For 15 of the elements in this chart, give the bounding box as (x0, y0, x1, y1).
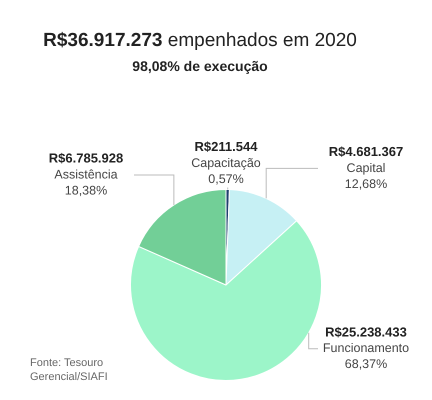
data-label: R$25.238.433 (325, 324, 407, 340)
chart-title: R$36.917.273 empenhados em 2020 (42, 30, 358, 52)
chart-subtitle: 98,08% de execução (131, 58, 269, 74)
text: 18,38% (64, 183, 108, 198)
data-label: R$6.785.928 (48, 150, 124, 166)
data-label: R$4.681.367 (328, 144, 404, 159)
text: 12,68% (344, 176, 388, 191)
slice-label: Capital (346, 160, 386, 175)
slice-label: Capacitação (191, 156, 261, 170)
text: 0,57% (208, 172, 244, 186)
text: 68,37% (344, 357, 388, 372)
slice-label: Funcionamento (322, 341, 410, 356)
slice-label: Assistência (54, 167, 118, 182)
data-label: R$211.544 (194, 139, 258, 154)
source-note: Fonte: Tesouro Gerencial/SIAFI (30, 356, 109, 384)
